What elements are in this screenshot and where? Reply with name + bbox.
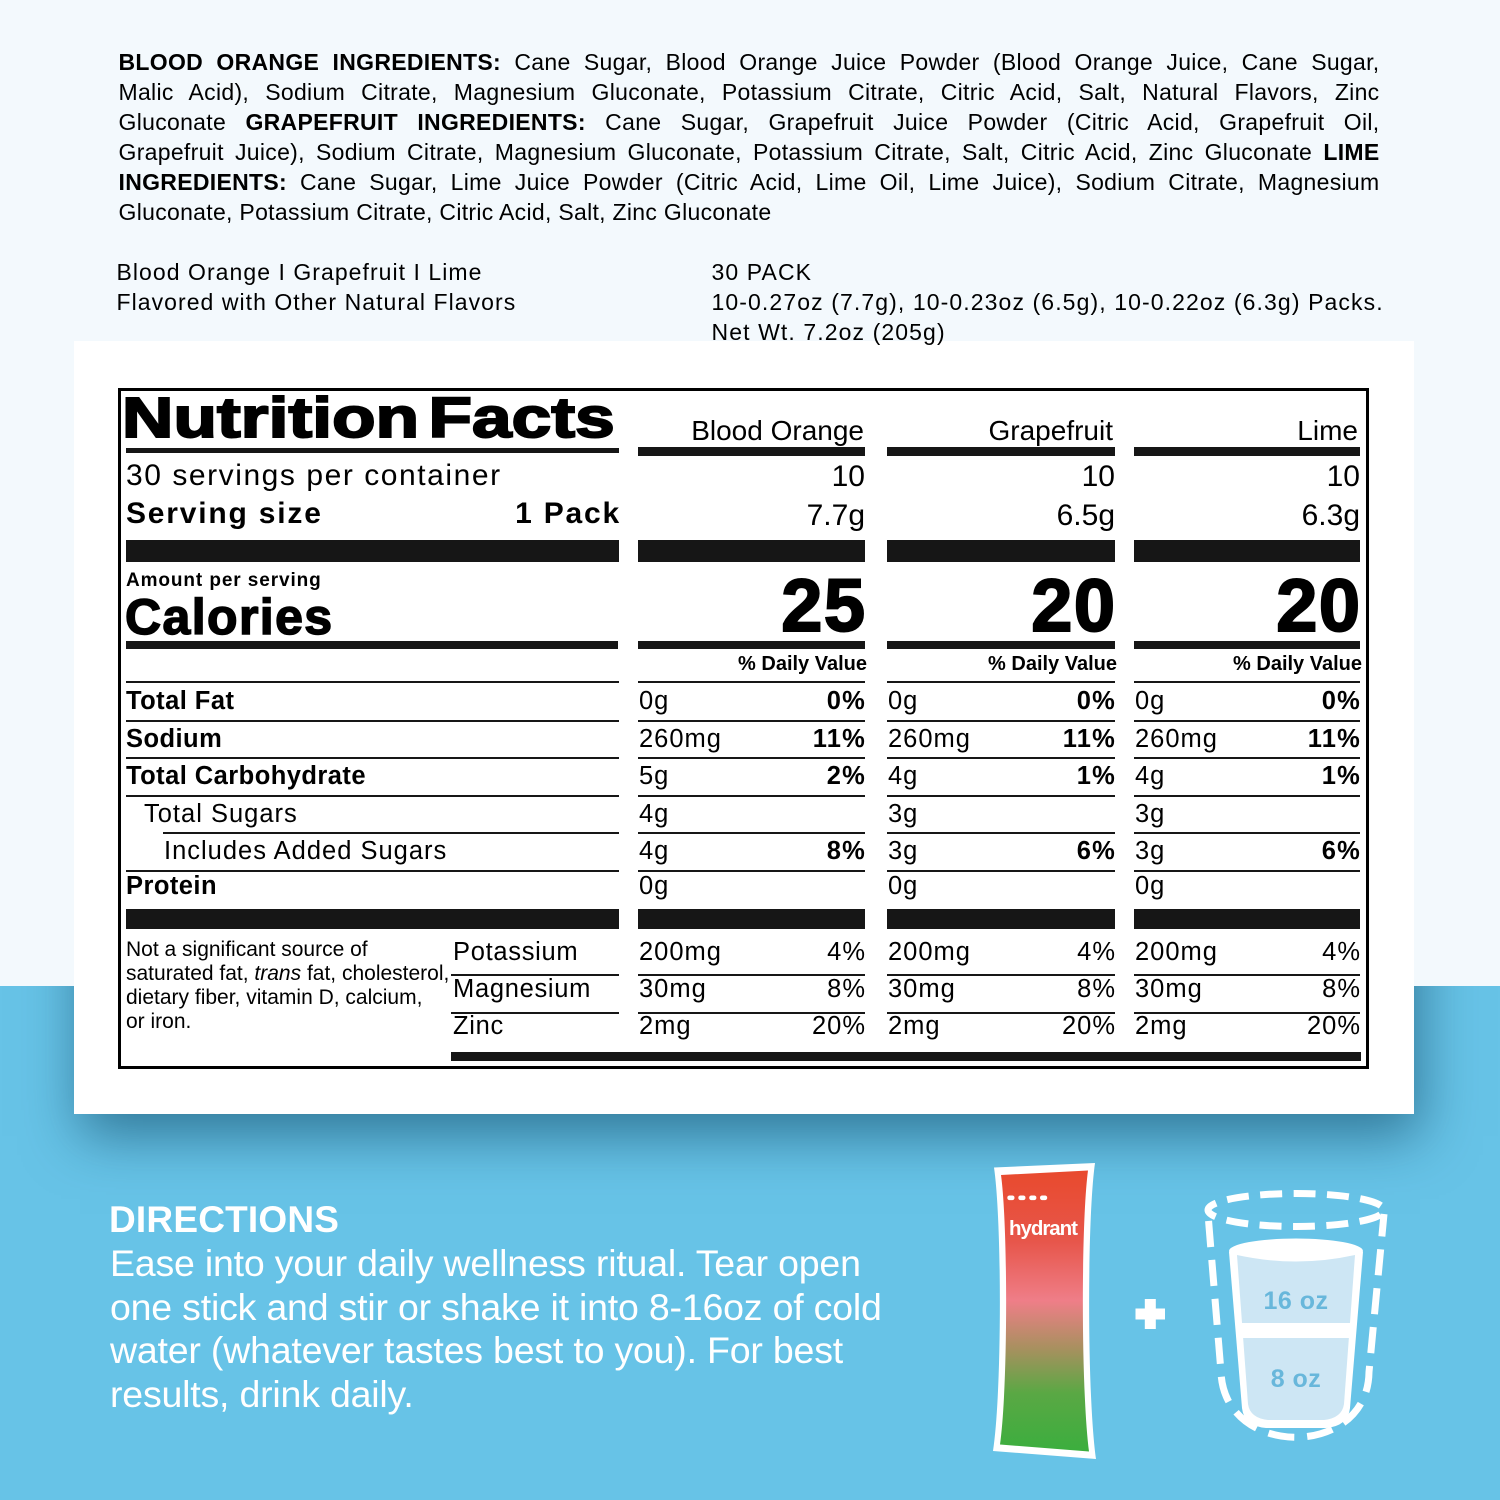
svg-text:8 oz: 8 oz [1271, 1365, 1322, 1393]
svg-text:16 oz: 16 oz [1263, 1287, 1328, 1315]
svg-text:hydrant: hydrant [1009, 1217, 1078, 1240]
